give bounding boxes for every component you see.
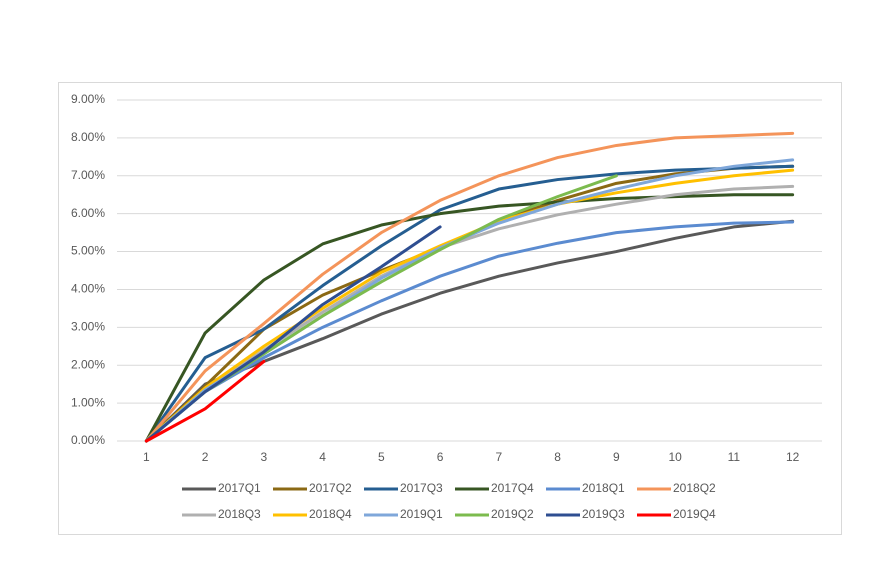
- legend-label: 2017Q3: [400, 481, 443, 495]
- x-tick-label: 4: [319, 450, 326, 464]
- x-tick-label: 9: [613, 450, 620, 464]
- legend-label: 2017Q4: [491, 481, 534, 495]
- y-tick-label: 1.00%: [71, 395, 105, 409]
- y-tick-label: 2.00%: [71, 357, 105, 371]
- legend-label: 2018Q4: [309, 507, 352, 521]
- legend-label: 2019Q3: [582, 507, 625, 521]
- x-tick-label: 12: [786, 450, 800, 464]
- x-tick-label: 2: [202, 450, 209, 464]
- series-line: [144, 219, 795, 443]
- y-tick-label: 0.00%: [71, 433, 105, 447]
- x-tick-label: 11: [728, 450, 741, 464]
- legend-label: 2019Q2: [491, 507, 534, 521]
- legend-label: 2017Q2: [309, 481, 352, 495]
- chart-frame: [58, 82, 842, 535]
- legend-label: 2019Q4: [673, 507, 716, 521]
- y-tick-label: 8.00%: [71, 130, 105, 144]
- x-tick-label: 8: [554, 450, 561, 464]
- x-tick-label: 5: [378, 450, 385, 464]
- legend-label: 2018Q3: [218, 507, 261, 521]
- legend-label: 2019Q1: [400, 507, 443, 521]
- x-tick-label: 7: [496, 450, 503, 464]
- legend-label: 2017Q1: [218, 481, 261, 495]
- y-tick-label: 4.00%: [71, 282, 105, 296]
- y-tick-label: 6.00%: [71, 206, 105, 220]
- x-tick-label: 3: [261, 450, 268, 464]
- y-tick-label: 9.00%: [71, 92, 105, 106]
- legend-label: 2018Q1: [582, 481, 625, 495]
- series-line: [144, 359, 266, 443]
- legend-label: 2018Q2: [673, 481, 716, 495]
- series-line: [144, 193, 795, 443]
- y-tick-label: 5.00%: [71, 244, 105, 258]
- series-line: [144, 225, 442, 443]
- series-line: [144, 131, 795, 443]
- series-line: [144, 184, 795, 443]
- y-tick-label: 7.00%: [71, 168, 105, 182]
- y-tick-label: 3.00%: [71, 320, 105, 334]
- x-tick-label: 1: [143, 450, 150, 464]
- x-tick-label: 10: [668, 450, 682, 464]
- x-tick-label: 6: [437, 450, 444, 464]
- series-line: [144, 164, 795, 443]
- series-line: [144, 220, 795, 443]
